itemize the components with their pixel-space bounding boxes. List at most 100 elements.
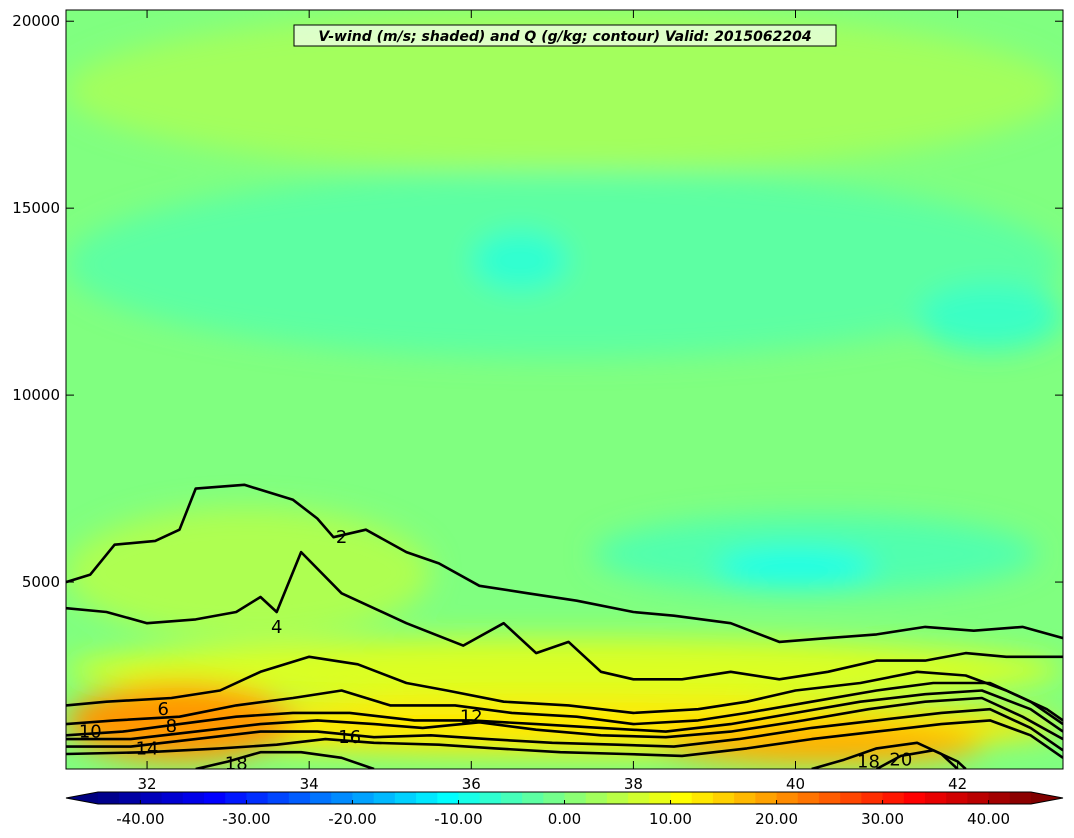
colorbar-tick-label: 40.00 (967, 810, 1010, 828)
colorbar-segment (416, 792, 438, 804)
x-tick-label: 36 (462, 775, 481, 793)
colorbar-tick-label: 0.00 (548, 810, 581, 828)
contour-label: 18 (857, 752, 880, 773)
colorbar-segment (649, 792, 672, 804)
shaded-region (66, 507, 431, 639)
colorbar-segment (543, 792, 565, 804)
x-axis: 32 34 36 38 40 42 (138, 10, 967, 793)
chart-title-box: V-wind (m/s; shaded) and Q (g/kg; contou… (293, 24, 837, 47)
contour-label: 14 (136, 738, 159, 759)
contour-line (875, 749, 967, 769)
y-tick-label: 15000 (12, 199, 60, 217)
y-tick-label: 5000 (22, 573, 60, 591)
colorbar-segment (882, 792, 905, 804)
colorbar-extend-low (66, 792, 98, 804)
colorbar-segment (331, 792, 353, 804)
contour-label: 10 (79, 722, 102, 743)
colorbar-segment (522, 792, 544, 804)
colorbar-segment (606, 792, 629, 804)
colorbar-tick-label: 20.00 (755, 810, 798, 828)
contour-line (66, 696, 1063, 741)
colorbar-segment (988, 792, 1011, 804)
contour-line (66, 707, 1063, 752)
shaded-region (66, 683, 293, 762)
colorbar-segment (225, 792, 247, 804)
colorbar-segment (182, 792, 205, 804)
colorbar-segment (564, 792, 587, 804)
colorbar-segment (797, 792, 820, 804)
colorbar-segment (712, 792, 735, 804)
colorbar-segment (373, 792, 396, 804)
colorbar-segment (310, 792, 332, 804)
y-tick-label: 20000 (12, 12, 60, 30)
contour-line (195, 750, 375, 769)
contour-line (66, 483, 1063, 644)
colorbar-tick-label: -20.00 (328, 810, 376, 828)
colorbar-segment (967, 792, 990, 804)
contour-label: 20 (889, 750, 912, 771)
colorbar-segment (161, 792, 184, 804)
colorbar-segment (458, 792, 481, 804)
contour-line (66, 550, 1063, 681)
contour-label: 4 (271, 617, 282, 638)
contour-line (66, 681, 1063, 726)
colorbar-tick-label: 10.00 (649, 810, 692, 828)
colorbar-segment (1009, 792, 1032, 804)
colorbar-tick-label: -30.00 (222, 810, 270, 828)
contour-label: 16 (338, 727, 361, 748)
colorbar-segment (437, 792, 459, 804)
colorbar-segment (946, 792, 968, 804)
colorbar-segment (585, 792, 608, 804)
colorbar-segment (924, 792, 947, 804)
shaded-region (714, 548, 877, 586)
colorbar-segment (140, 792, 163, 804)
colorbar-segment (734, 792, 756, 804)
plot-frame (65, 9, 1064, 770)
colorbar-segment (840, 792, 862, 804)
colorbar-segment (628, 792, 650, 804)
x-tick-label: 38 (624, 775, 643, 793)
colorbar-segment (776, 792, 799, 804)
contour-line (66, 689, 1063, 737)
contour-label: 18 (225, 753, 248, 774)
colorbar-segment (288, 792, 311, 804)
colorbar-tick-label: 30.00 (861, 810, 904, 828)
colorbar-segment (861, 792, 884, 804)
contour-label: 6 (158, 699, 169, 720)
contour-label: 2 (336, 527, 347, 548)
plot-area: 2 4 68 10 12 14 16 18 18 20 (66, 10, 1063, 774)
colorbar-segment (352, 792, 375, 804)
contour-line (66, 719, 1063, 759)
x-tick-label: 32 (138, 775, 157, 793)
contour-line (66, 655, 1063, 722)
colorbar-segment (479, 792, 502, 804)
contour-label: 12 (460, 707, 483, 728)
x-tick-label: 34 (300, 775, 319, 793)
colorbar-segment (394, 792, 417, 804)
colorbar-segment (204, 792, 226, 804)
shaded-region (657, 724, 982, 766)
colorbar-segment (691, 792, 714, 804)
contour-field: 2 4 68 10 12 14 16 18 18 20 (66, 483, 1063, 774)
colorbar-segment (670, 792, 693, 804)
y-axis: 5000 10000 15000 20000 (12, 12, 1063, 591)
colorbar-outline (65, 791, 1064, 805)
shaded-region (917, 282, 1063, 351)
contour-label: 8 (166, 716, 177, 737)
colorbar-segment (98, 792, 120, 804)
colorbar-segment (903, 792, 926, 804)
colorbar-segment (267, 792, 290, 804)
shaded-region (471, 230, 569, 291)
colorbar-segment (755, 792, 778, 804)
colorbar-segment (818, 792, 841, 804)
colorbar-segment (500, 792, 523, 804)
colorbar-extend-high (1031, 792, 1063, 804)
x-tick-label: 40 (786, 775, 805, 793)
chart-title: V-wind (m/s; shaded) and Q (g/kg; contou… (318, 29, 811, 45)
colorbar: -40.00 -30.00 -20.00 -10.00 0.00 10.00 20.00 30… (65, 791, 1064, 828)
x-tick-label: 42 (948, 775, 967, 793)
y-tick-label: 10000 (12, 386, 60, 404)
colorbar-tick-label: -10.00 (434, 810, 482, 828)
colorbar-segment (246, 792, 269, 804)
